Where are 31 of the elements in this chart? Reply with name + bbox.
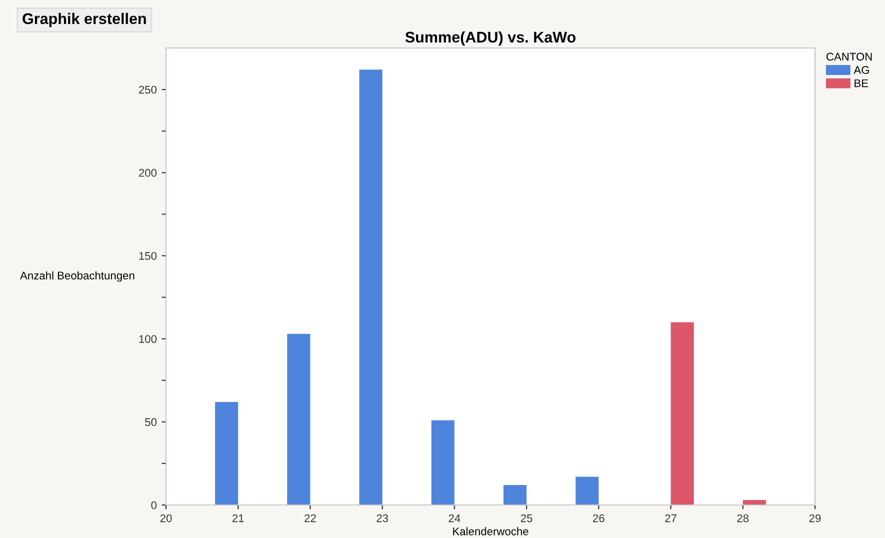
x-tick-label: 27 (665, 514, 676, 522)
bar (359, 70, 382, 505)
x-tick-label: 29 (809, 514, 821, 522)
legend-label: AG (854, 66, 869, 74)
x-tick-label: 25 (520, 514, 532, 522)
bar (503, 485, 527, 505)
bar (742, 500, 766, 505)
x-axis-title: Kalenderwoche (453, 527, 528, 536)
legend-title: CANTON (826, 52, 872, 61)
x-tick-label: 24 (448, 514, 460, 522)
y-tick-label: 0 (151, 501, 157, 510)
legend-label: BE (854, 79, 868, 88)
y-tick-label: 100 (139, 335, 157, 343)
x-tick-label: 23 (376, 514, 388, 522)
x-tick-label: 21 (232, 514, 244, 522)
x-tick-label: 22 (304, 514, 316, 522)
y-tick-label: 200 (138, 168, 157, 177)
chart-title: Summe(ADU) vs. KaWo (405, 31, 576, 46)
bar (670, 322, 694, 505)
x-tick-label: 26 (593, 514, 604, 522)
y-tick-label: 250 (138, 86, 157, 94)
text: Graphik erstellen (22, 12, 146, 28)
y-axis-title: Anzahl Beobachtungen (20, 271, 134, 282)
bar (431, 420, 454, 505)
bar (576, 476, 599, 505)
x-tick-label: 20 (160, 514, 172, 522)
y-tick-label: 150 (139, 252, 157, 260)
bar (287, 334, 310, 505)
x-tick-label: 28 (737, 514, 749, 522)
y-tick-label: 50 (145, 418, 157, 426)
bar (215, 402, 238, 505)
